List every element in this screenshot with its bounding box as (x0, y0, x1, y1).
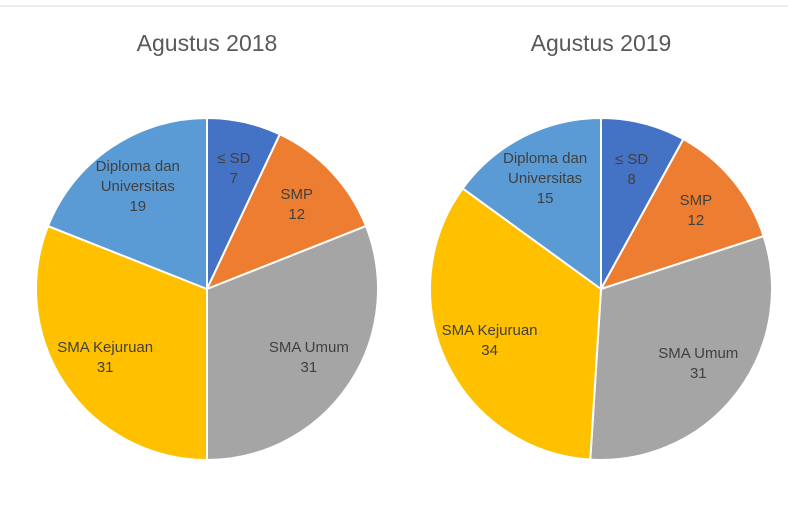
slice-category: SMA Kejuruan (441, 322, 538, 340)
slice-label: SMA Kejuruan 34 (432, 321, 548, 361)
slice-category: SMA Umum (658, 345, 739, 363)
slice-value: 8 (627, 170, 636, 188)
chart-title: Agustus 2019 (530, 30, 672, 56)
slice-value: 12 (687, 211, 705, 229)
slice-label: ≤ SD 7 (176, 149, 292, 189)
slice-category: SMP (280, 185, 313, 203)
slice-category: SMA Kejuruan (57, 339, 154, 357)
slice-label: Diploma dan Universitas 15 (487, 149, 603, 209)
slice-category: Diploma dan Universitas (95, 158, 180, 196)
slice-label: SMA Umum 31 (640, 344, 756, 384)
pie-slice (461, 116, 602, 291)
slice-category: ≤ SD (217, 149, 251, 167)
slice-label: SMP 12 (239, 185, 355, 225)
slice-value: 31 (689, 365, 707, 383)
pie-slice (35, 224, 208, 462)
slice-value: 34 (481, 342, 498, 360)
pie-slice (589, 234, 774, 461)
slice-category: ≤ SD (614, 150, 649, 168)
slice-label: Diploma dan Universitas 19 (80, 157, 196, 217)
slice-label: SMA Kejuruan 31 (47, 338, 163, 378)
pie-slice (206, 224, 379, 462)
slice-value: 15 (536, 190, 554, 208)
slice-value: 7 (229, 169, 239, 187)
slice-category: SMA Umum (268, 339, 349, 357)
slice-value: 31 (300, 359, 318, 377)
pie-slice (598, 137, 765, 291)
pie-slice (46, 116, 208, 291)
slice-label: SMA Umum 31 (251, 338, 367, 378)
slice-value: 12 (288, 205, 306, 223)
slice-label: ≤ SD 8 (574, 150, 690, 190)
pie-slice (205, 132, 368, 291)
slice-category: SMP (679, 191, 713, 209)
chart-title: Agustus 2018 (136, 30, 278, 56)
pie-slice (429, 187, 603, 461)
slice-value: 31 (96, 359, 114, 377)
slice-value: 19 (129, 198, 147, 216)
slice-category: Diploma dan Universitas (502, 150, 588, 188)
slice-label: SMP 12 (638, 191, 754, 231)
